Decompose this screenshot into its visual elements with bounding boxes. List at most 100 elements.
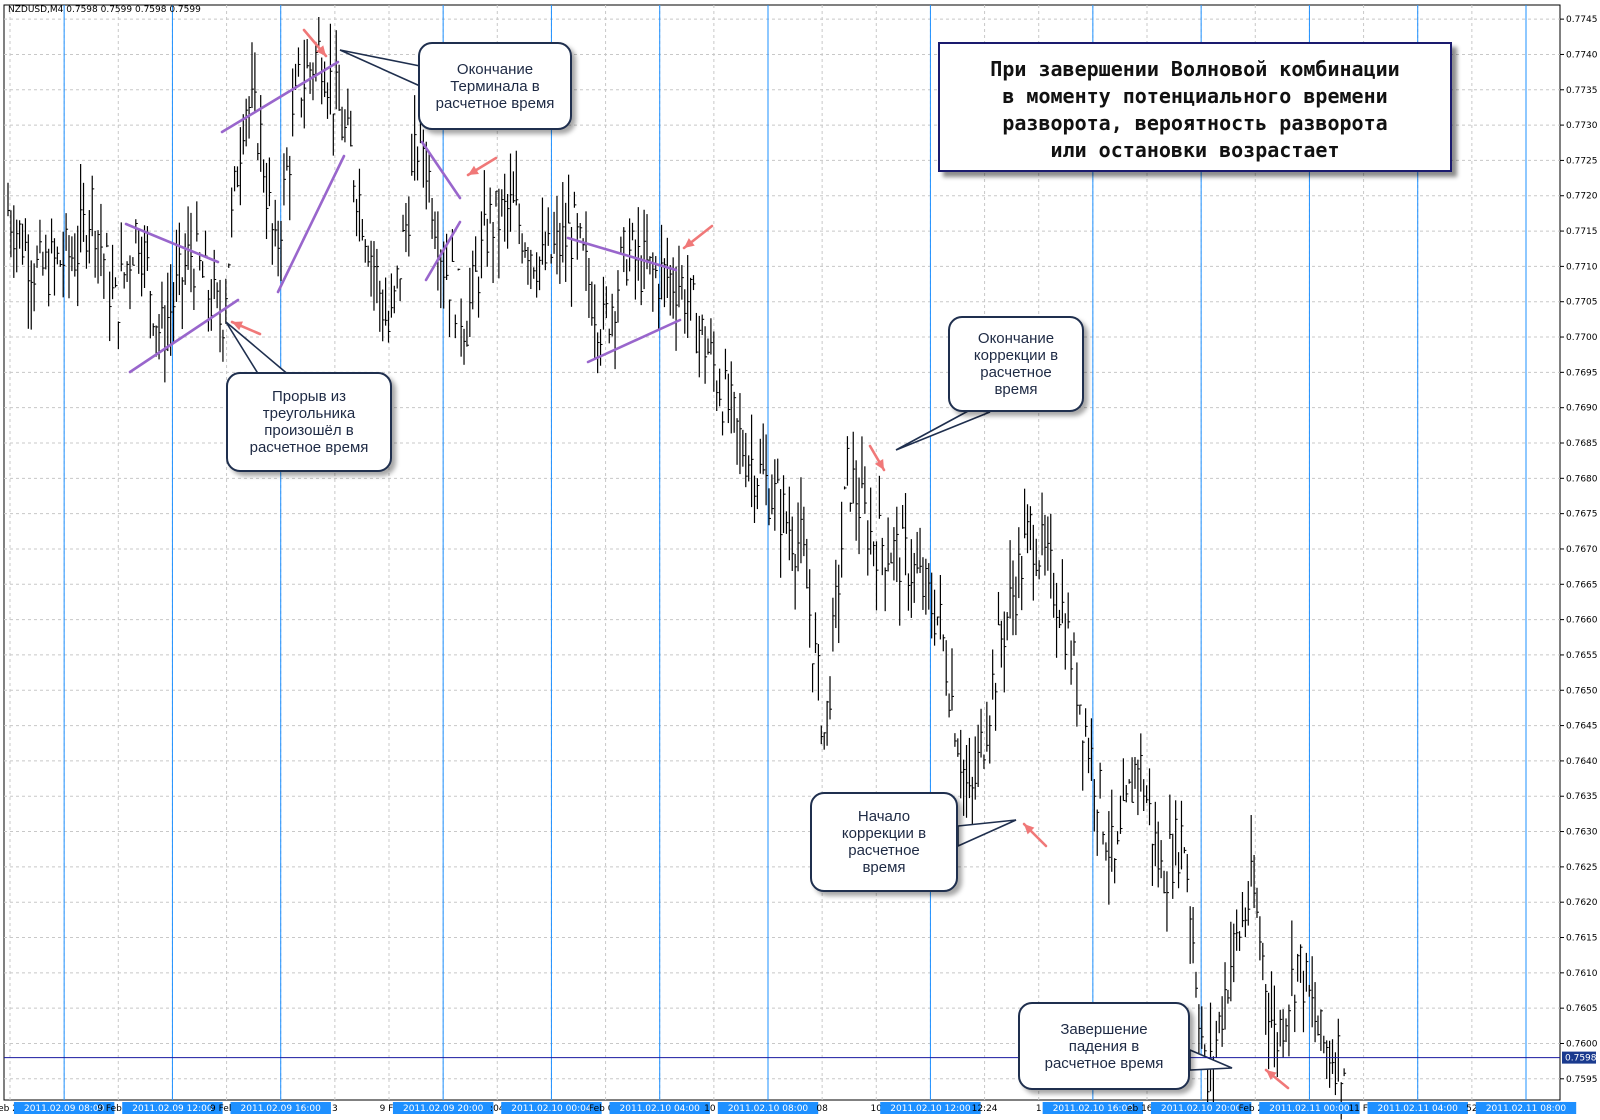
x-tick-label: Feb 21: xyxy=(1239,1104,1272,1114)
y-tick-label: 0.7645 xyxy=(1566,722,1598,732)
x-tick-label: 2011.02.09 20:00 xyxy=(403,1104,484,1114)
callout-pointer xyxy=(957,819,1017,848)
pointer-arrowhead xyxy=(315,45,326,56)
y-tick-label: 0.7600 xyxy=(1566,1039,1598,1049)
annotation-line-1: При завершении Волновой комбинации xyxy=(990,57,1400,81)
current-price-label: 0.7598 xyxy=(1565,1054,1597,1064)
trendline xyxy=(566,236,678,272)
y-tick-label: 0.7740 xyxy=(1566,50,1598,60)
x-label-highlight xyxy=(1150,1102,1252,1114)
callout-pointer xyxy=(1189,1048,1233,1071)
y-tick-label: 0.7730 xyxy=(1566,121,1598,131)
pointer-arrowhead xyxy=(1266,1070,1277,1080)
y-tick-label: 0.7605 xyxy=(1566,1004,1598,1014)
x-tick-label: 9 Feb 09: xyxy=(97,1104,139,1114)
x-tick-label: 9 Fe xyxy=(380,1104,399,1114)
annotation-line-4: или остановки возрастает xyxy=(1050,138,1340,162)
x-tick-label: 2011.02.10 04:00 xyxy=(620,1104,701,1114)
x-tick-label: 52 xyxy=(1466,1104,1477,1114)
y-tick-label: 0.7745 xyxy=(1566,15,1598,25)
callout-correction-end: Окончание коррекции в расчетное время xyxy=(948,316,1084,412)
x-tick-label: 12:24 xyxy=(972,1104,998,1114)
x-tick-label: 2011.02.09 16:00 xyxy=(241,1104,322,1114)
y-tick-label: 0.7620 xyxy=(1566,898,1598,908)
y-tick-label: 0.7610 xyxy=(1566,969,1598,979)
y-tick-label: 0.7625 xyxy=(1566,863,1598,873)
trendline xyxy=(276,154,346,294)
y-tick-label: 0.7665 xyxy=(1566,580,1598,590)
x-tick-label: 08 xyxy=(816,1104,828,1114)
axes-layer: 0.7745 0.7740 0.7735 0.7730 0.7725 0.7720 0.77… xyxy=(0,15,1598,1114)
y-tick-label: 0.7695 xyxy=(1566,368,1598,378)
arrow-layer xyxy=(230,28,1290,1090)
x-tick-label: Feb 01: xyxy=(589,1104,622,1114)
callout-correction-start: Начало коррекции в расчетное время xyxy=(810,792,958,892)
x-tick-label: 2011.02.11 00:00 xyxy=(1269,1104,1350,1114)
x-label-highlight xyxy=(1475,1102,1577,1114)
x-label-highlight xyxy=(609,1102,710,1114)
trendline xyxy=(420,140,462,200)
pointer-arrowhead xyxy=(874,459,884,470)
x-tick-label: 2011.02.09 12:00 xyxy=(132,1104,213,1114)
y-tick-label: 0.7680 xyxy=(1566,474,1598,484)
x-label-highlight xyxy=(1259,1102,1360,1114)
x-tick-label: 2011.02.10 20:00 xyxy=(1161,1104,1242,1114)
x-tick-label: 3 xyxy=(332,1104,338,1114)
trendline xyxy=(424,220,462,282)
annotation-line-3: разворота, вероятность разворота xyxy=(1002,111,1388,135)
trendline-layer xyxy=(124,60,682,374)
pointer-arrowhead xyxy=(468,165,479,175)
y-tick-label: 0.7720 xyxy=(1566,192,1598,202)
trendline xyxy=(220,60,340,134)
y-tick-label: 0.7700 xyxy=(1566,333,1598,343)
x-tick-label: :04 xyxy=(490,1104,505,1114)
y-tick-label: 0.7715 xyxy=(1566,227,1598,237)
callout-pointer-layer xyxy=(225,49,1233,1071)
pointer-arrowhead xyxy=(1024,824,1035,835)
x-tick-label: 2011.02.10 08:00 xyxy=(728,1104,809,1114)
y-tick-label: 0.7675 xyxy=(1566,510,1598,520)
x-tick-label: 11 Feb xyxy=(1348,1104,1379,1114)
x-label-highlight xyxy=(1042,1102,1144,1114)
trendline xyxy=(586,318,682,364)
y-tick-label: 0.7650 xyxy=(1566,686,1598,696)
pointer-arrowhead xyxy=(232,321,243,331)
y-tick-label: 0.7635 xyxy=(1566,792,1598,802)
x-label-highlight xyxy=(230,1102,331,1114)
x-tick-label: 2011.02.11 08:00 xyxy=(1486,1104,1567,1114)
x-label-highlight xyxy=(392,1102,494,1114)
x-tick-label: 10 F xyxy=(704,1104,724,1114)
x-tick-label: 2011.02.11 04:00 xyxy=(1378,1104,1459,1114)
x-tick-label: 2011.02.10 16:00 xyxy=(1053,1104,1134,1114)
x-tick-label: 9 Feb 1 xyxy=(210,1104,243,1114)
x-label-highlight xyxy=(501,1102,602,1114)
y-tick-label: 0.7670 xyxy=(1566,545,1598,555)
time-marker-layer xyxy=(63,5,1527,1100)
x-label-highlight xyxy=(880,1102,981,1114)
x-tick-label: eb 16:40 xyxy=(1127,1104,1167,1114)
callout-terminal-end: Окончание Терминала в расчетное время xyxy=(418,42,572,130)
y-tick-label: 0.7640 xyxy=(1566,757,1598,767)
x-tick-label: 2011.02.09 08:00 xyxy=(24,1104,105,1114)
x-label-highlight xyxy=(13,1102,115,1114)
y-tick-label: 0.7690 xyxy=(1566,404,1598,414)
y-tick-label: 0.7630 xyxy=(1566,828,1598,838)
current-price-tag xyxy=(1562,1051,1596,1064)
y-tick-label: 0.7615 xyxy=(1566,934,1598,944)
trendline xyxy=(128,298,240,374)
y-tick-label: 0.7705 xyxy=(1566,298,1598,308)
x-label-highlight xyxy=(1367,1102,1468,1114)
x-label-highlight xyxy=(717,1102,819,1114)
pointer-arrowhead xyxy=(684,238,695,248)
symbol-header: NZDUSD,M4 0.7598 0.7599 0.7598 0.7599 xyxy=(8,5,201,15)
x-tick-label: 2011.02.10 00:04 xyxy=(511,1104,592,1114)
callout-triangle-breakout: Прорыв из треугольника произошёл в расче… xyxy=(226,372,392,472)
annotation-line-2: в моменту потенциального времени xyxy=(1002,84,1388,108)
y-tick-label: 0.7660 xyxy=(1566,616,1598,626)
x-tick-label: 2011.02.10 12:00 xyxy=(890,1104,971,1114)
y-tick-label: 0.7685 xyxy=(1566,439,1598,449)
y-tick-label: 0.7725 xyxy=(1566,156,1598,166)
x-tick-label: 10 xyxy=(871,1104,883,1114)
callout-fall-end: Завершение падения в расчетное время xyxy=(1018,1002,1190,1090)
annotation-box: При завершении Волновой комбинации в мом… xyxy=(938,42,1452,172)
